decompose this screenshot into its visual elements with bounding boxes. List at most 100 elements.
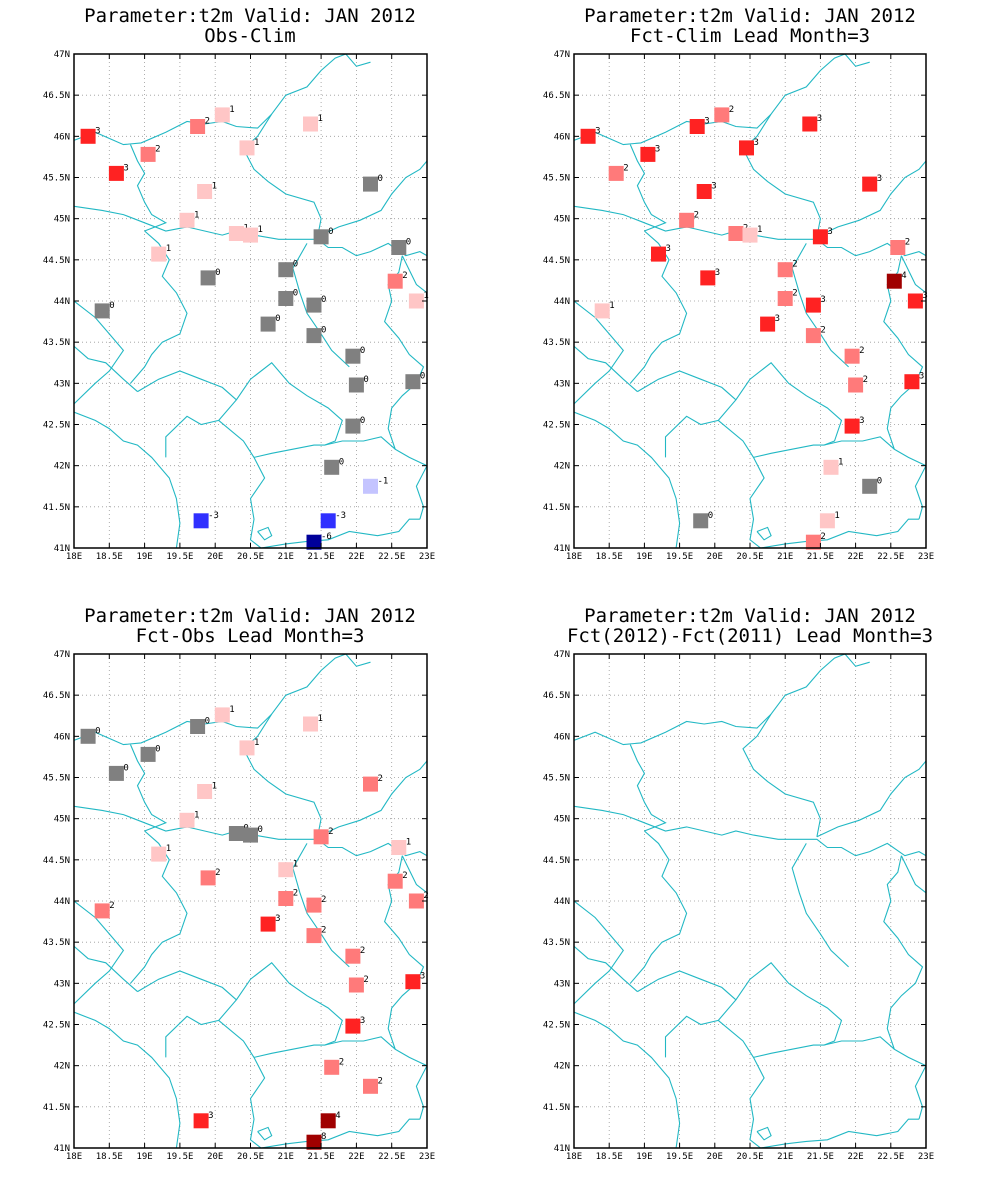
x-tick-label: 21E xyxy=(278,1152,294,1162)
y-tick-label: 44N xyxy=(54,897,70,907)
station-marker xyxy=(700,270,716,286)
x-tick-label: 21.5E xyxy=(308,1152,335,1162)
y-tick-label: 43N xyxy=(54,979,70,989)
station-value-label: 3 xyxy=(859,416,864,426)
station-value-label: 3 xyxy=(775,314,780,324)
x-tick-label: 22E xyxy=(847,552,863,562)
station-value-label: 3 xyxy=(123,163,128,173)
panel-2: 32332333322132323423313222331001218E18.5… xyxy=(543,50,934,562)
y-tick-label: 41.5N xyxy=(43,1103,70,1113)
station-value-label: 2 xyxy=(360,946,365,956)
station-value-label: 0 xyxy=(406,238,411,248)
x-tick-label: 18E xyxy=(566,1152,582,1162)
station-marker xyxy=(819,513,835,529)
x-tick-label: 19.5E xyxy=(166,1152,193,1162)
station-marker xyxy=(239,740,255,756)
station-value-label: 1 xyxy=(318,714,323,724)
panel-2-stations: 323323333221323234233132223310012 xyxy=(580,105,928,550)
x-tick-label: 20.5E xyxy=(736,1152,763,1162)
station-marker xyxy=(214,107,230,123)
station-value-label: 3 xyxy=(711,182,716,192)
x-tick-label: 21.5E xyxy=(308,552,335,562)
y-tick-label: 42.5N xyxy=(543,1021,570,1031)
y-tick-label: 44.5N xyxy=(43,856,70,866)
y-tick-label: 46N xyxy=(54,732,70,742)
border-line xyxy=(74,945,138,993)
y-tick-label: 45.5N xyxy=(543,174,570,184)
x-tick-label: 18E xyxy=(66,552,82,562)
station-value-label: 2 xyxy=(363,975,368,985)
y-tick-label: 47N xyxy=(54,650,70,660)
station-value-label: 0 xyxy=(205,717,210,727)
station-marker xyxy=(200,870,216,886)
station-marker xyxy=(94,303,110,319)
station-value-label: 0 xyxy=(95,726,100,736)
border-line xyxy=(717,419,765,548)
border-line xyxy=(218,1019,266,1148)
station-value-label: 4 xyxy=(335,1111,340,1121)
station-marker xyxy=(313,229,329,245)
station-value-label: 2 xyxy=(339,1057,344,1067)
border-line xyxy=(574,945,638,993)
border-line xyxy=(844,654,870,667)
station-marker xyxy=(228,226,244,241)
y-tick-label: 44N xyxy=(54,297,70,307)
border-line xyxy=(735,362,843,446)
station-value-label: 3 xyxy=(655,144,660,154)
station-marker xyxy=(742,227,758,243)
station-marker xyxy=(812,229,828,245)
border-line xyxy=(401,855,427,894)
x-tick-label: 20E xyxy=(707,552,723,562)
station-value-label: 2 xyxy=(905,238,910,248)
border-line xyxy=(235,962,343,1046)
x-tick-label: 18.5E xyxy=(96,1152,123,1162)
station-marker xyxy=(243,227,258,243)
station-value-label: 3 xyxy=(827,227,832,237)
station-marker xyxy=(94,903,110,919)
station-marker xyxy=(886,273,902,289)
border-line xyxy=(345,54,371,67)
station-marker xyxy=(580,128,596,144)
border-line xyxy=(637,370,737,458)
station-marker xyxy=(363,176,378,192)
station-marker xyxy=(805,328,821,344)
border-line xyxy=(383,855,427,1067)
x-tick-label: 19.5E xyxy=(666,1152,693,1162)
border-line xyxy=(253,436,396,458)
station-marker xyxy=(760,316,776,332)
panel-4-axes: 18E 18.5E 19E 19.5E 20E 20.5E 21E 21.5E 22E 22.5E… xyxy=(543,650,934,1162)
y-tick-label: 41.5N xyxy=(543,503,570,513)
station-value-label: 2 xyxy=(820,326,825,336)
border-line xyxy=(317,160,427,238)
station-value-label: 1 xyxy=(757,225,762,235)
station-marker xyxy=(228,826,244,841)
x-tick-label: 19E xyxy=(136,1152,152,1162)
station-marker xyxy=(363,1078,378,1094)
border-line xyxy=(753,834,926,857)
station-marker xyxy=(193,513,209,529)
station-value-label: 2 xyxy=(328,827,333,837)
station-value-label: 1 xyxy=(406,838,411,848)
station-marker xyxy=(387,273,403,289)
panel-2-axes: 18E 18.5E 19E 19.5E 20E 20.5E 21E 21.5E 22E 22.5E… xyxy=(543,50,934,562)
station-value-label: 2 xyxy=(423,891,428,901)
station-marker xyxy=(805,534,821,550)
panel-1-stations: 33221111011100100201000000000-1-3-3-6 xyxy=(80,105,429,550)
y-tick-label: 44.5N xyxy=(43,256,70,266)
station-value-label: 0 xyxy=(339,457,344,467)
station-marker xyxy=(848,377,864,393)
station-marker xyxy=(193,1113,209,1129)
station-marker xyxy=(345,418,361,434)
station-marker xyxy=(260,316,276,332)
border-line xyxy=(401,255,427,294)
x-tick-label: 18.5E xyxy=(96,552,123,562)
station-marker xyxy=(348,377,364,393)
border-line xyxy=(791,843,849,968)
x-tick-label: 23E xyxy=(918,552,934,562)
border-line xyxy=(760,518,919,548)
station-value-label: 1 xyxy=(212,782,217,792)
panel-1: 33221111011100100201000000000-1-3-3-618E… xyxy=(43,50,435,562)
station-marker xyxy=(306,328,322,344)
station-value-label: 2 xyxy=(378,1076,383,1086)
